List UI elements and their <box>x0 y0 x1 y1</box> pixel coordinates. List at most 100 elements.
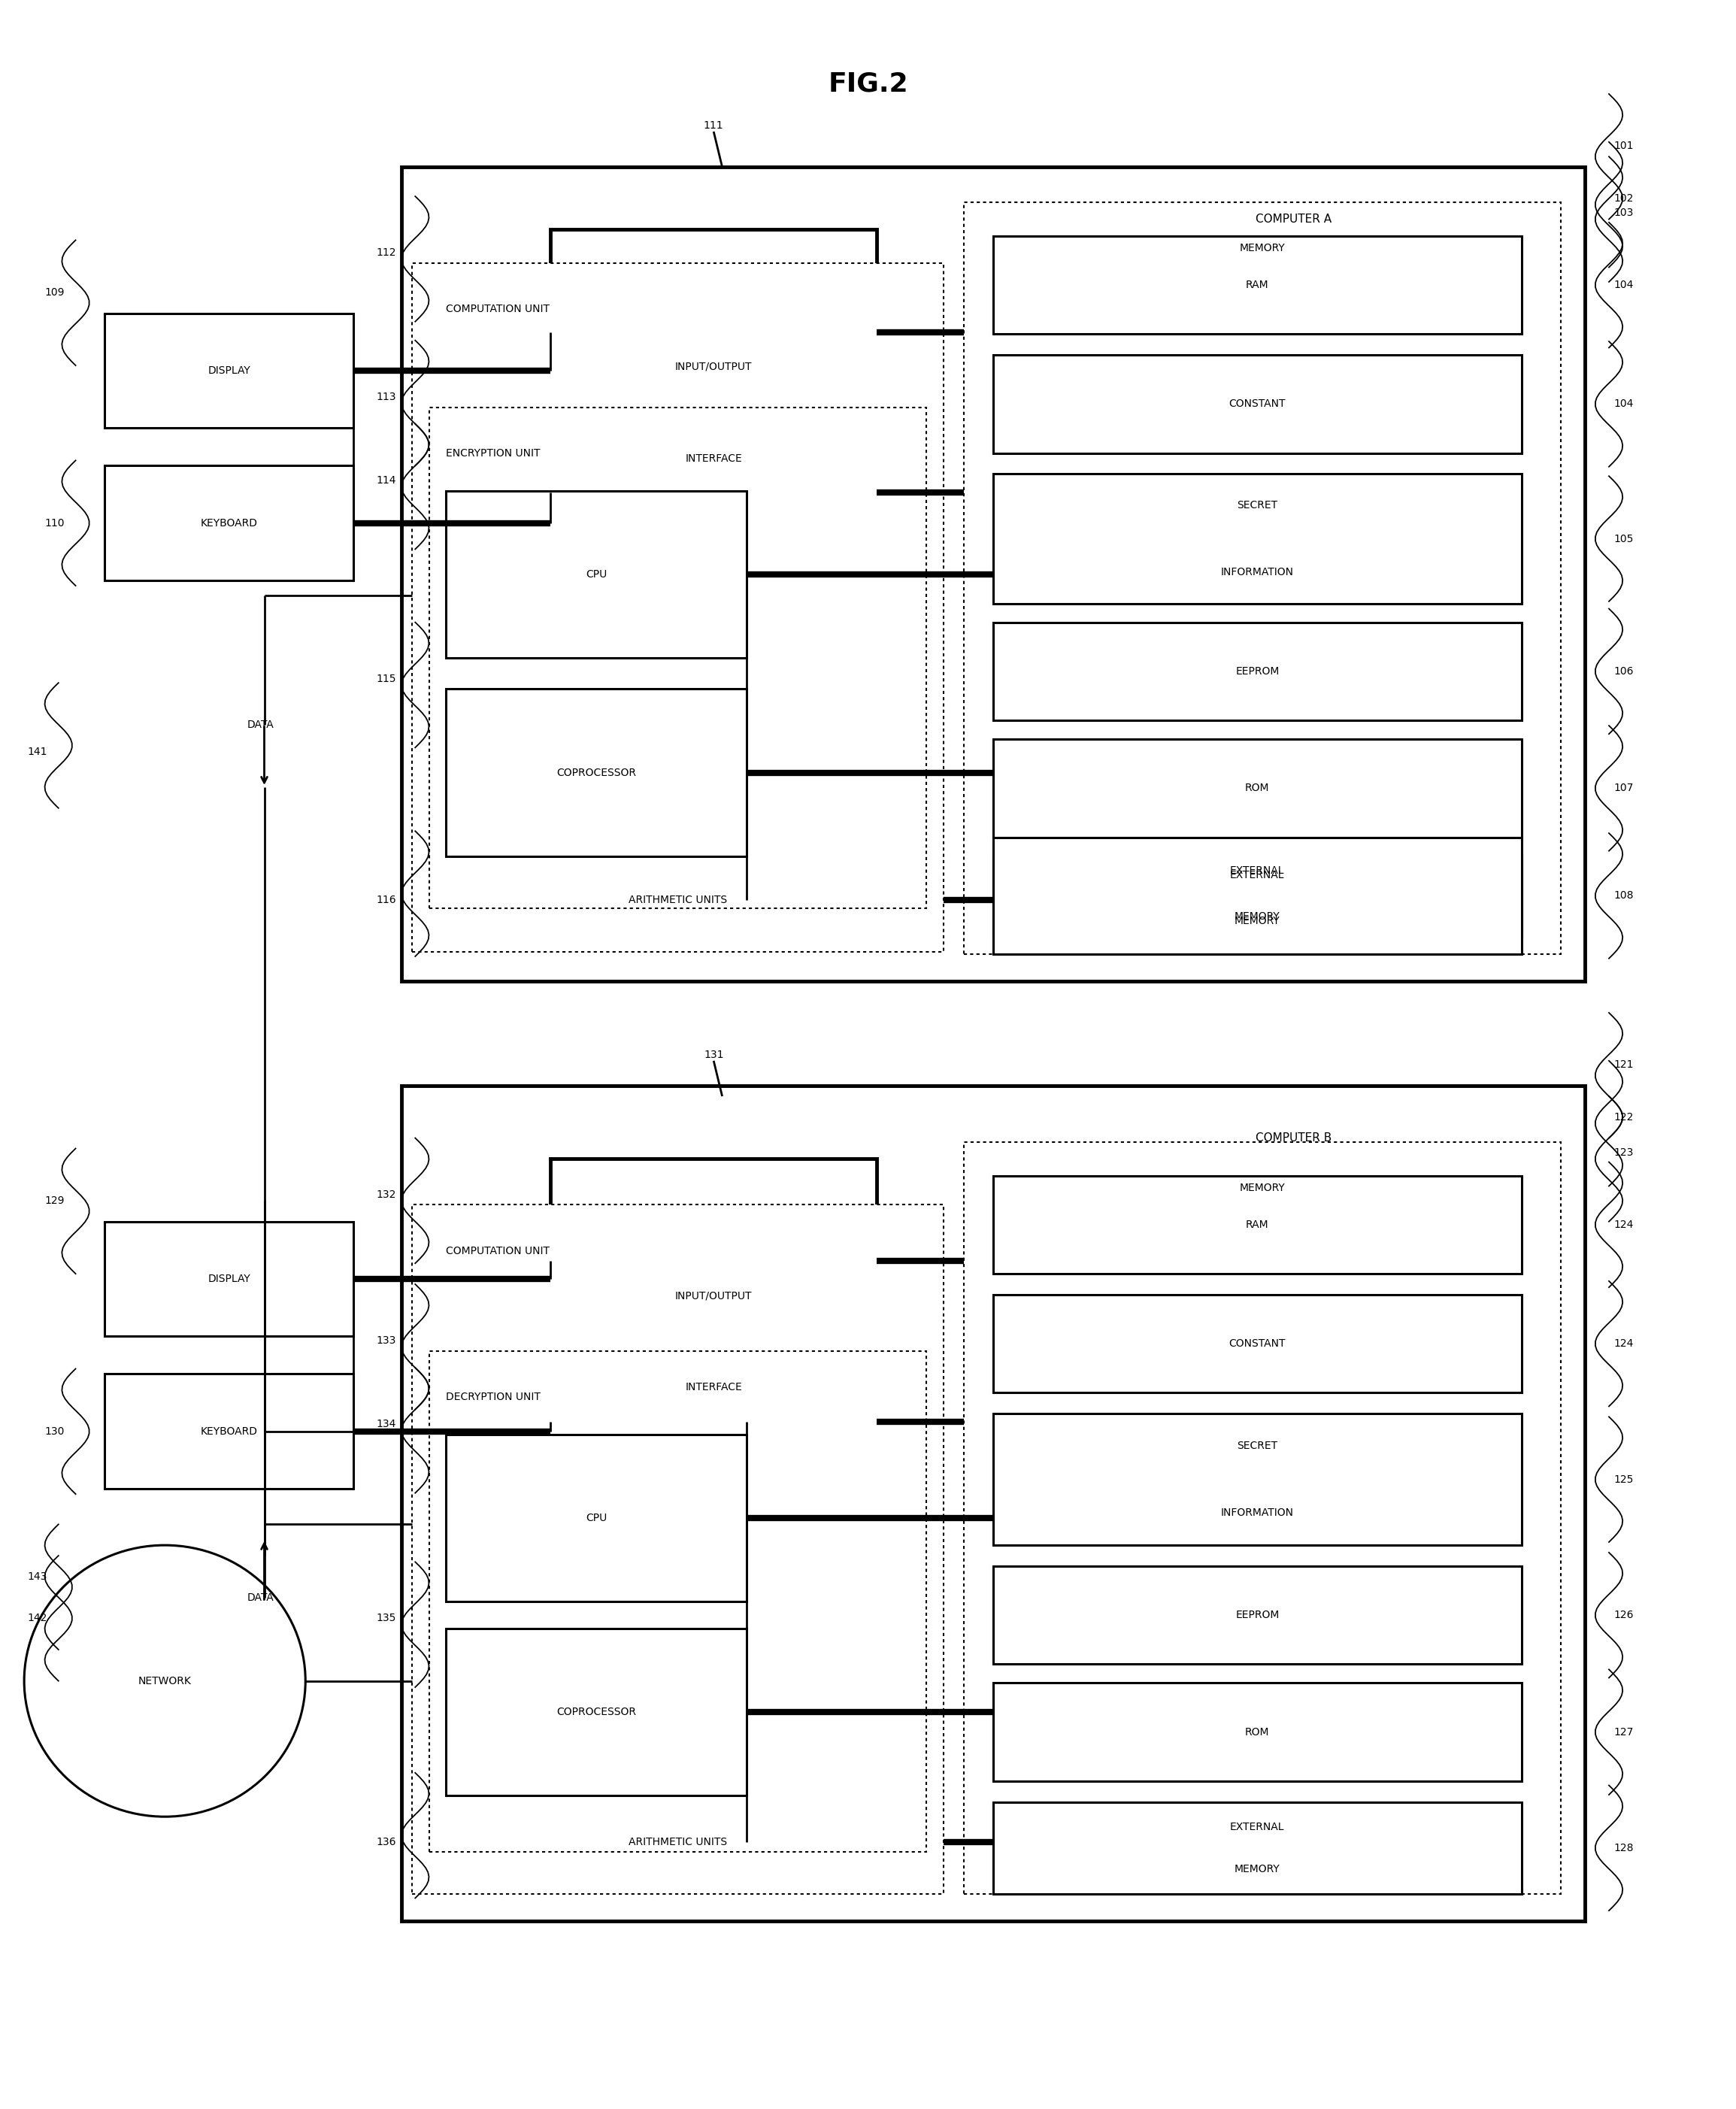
Text: 111: 111 <box>703 120 724 131</box>
Bar <box>993 236 1521 333</box>
Text: 112: 112 <box>377 247 396 257</box>
Text: 129: 129 <box>45 1196 64 1206</box>
Text: DISPLAY: DISPLAY <box>208 1274 250 1284</box>
Text: 109: 109 <box>45 287 64 297</box>
Text: 126: 126 <box>1614 1609 1634 1620</box>
Text: INTERFACE: INTERFACE <box>686 1381 741 1392</box>
Text: 124: 124 <box>1614 1339 1634 1350</box>
Text: 107: 107 <box>1614 782 1634 793</box>
Text: 142: 142 <box>28 1613 47 1624</box>
Text: COMPUTATION UNIT: COMPUTATION UNIT <box>446 304 550 314</box>
Bar <box>993 1801 1521 1894</box>
Text: COPROCESSOR: COPROCESSOR <box>556 1706 635 1717</box>
Bar <box>993 1683 1521 1782</box>
Text: 113: 113 <box>377 392 396 403</box>
Text: INTERFACE: INTERFACE <box>686 453 741 464</box>
Text: 130: 130 <box>45 1426 64 1436</box>
Text: MEMORY: MEMORY <box>1240 1183 1285 1194</box>
Bar <box>104 314 354 428</box>
Text: MEMORY: MEMORY <box>1240 243 1285 253</box>
Text: CPU: CPU <box>585 569 608 580</box>
Bar <box>550 230 877 595</box>
Bar <box>993 1567 1521 1664</box>
Text: RAM: RAM <box>1246 1219 1269 1230</box>
Bar <box>446 1434 746 1601</box>
Text: 133: 133 <box>377 1335 396 1346</box>
Text: CONSTANT: CONSTANT <box>1229 399 1286 409</box>
Text: 127: 127 <box>1614 1727 1634 1738</box>
Bar <box>104 466 354 580</box>
Text: 110: 110 <box>45 519 64 529</box>
Bar <box>401 167 1585 981</box>
Bar <box>429 1352 927 1852</box>
Text: EXTERNAL: EXTERNAL <box>1231 1822 1285 1833</box>
Text: 101: 101 <box>1614 141 1634 152</box>
Text: DECRYPTION UNIT: DECRYPTION UNIT <box>446 1392 540 1402</box>
Bar <box>993 622 1521 721</box>
Text: 136: 136 <box>377 1837 396 1847</box>
Text: ARITHMETIC UNITS: ARITHMETIC UNITS <box>628 894 727 905</box>
Text: 124: 124 <box>1614 1219 1634 1230</box>
Text: 108: 108 <box>1614 890 1634 901</box>
Text: MEMORY: MEMORY <box>1234 915 1279 926</box>
Text: DATA: DATA <box>247 1592 274 1603</box>
Text: 102: 102 <box>1614 194 1634 205</box>
Text: COMPUTER B: COMPUTER B <box>1255 1133 1332 1143</box>
Text: 143: 143 <box>28 1571 47 1582</box>
Text: NETWORK: NETWORK <box>139 1677 191 1687</box>
Bar <box>446 690 746 856</box>
Text: INFORMATION: INFORMATION <box>1220 1508 1293 1518</box>
Text: CPU: CPU <box>585 1512 608 1523</box>
Text: RAM: RAM <box>1246 280 1269 291</box>
Bar <box>993 354 1521 453</box>
Text: 125: 125 <box>1614 1474 1634 1485</box>
Text: MEMORY: MEMORY <box>1234 1864 1279 1875</box>
Text: SECRET: SECRET <box>1238 1440 1278 1451</box>
Text: 104: 104 <box>1614 399 1634 409</box>
Bar <box>429 407 927 909</box>
Bar <box>411 1204 943 1894</box>
Ellipse shape <box>24 1546 306 1816</box>
Text: 105: 105 <box>1614 534 1634 544</box>
Text: KEYBOARD: KEYBOARD <box>201 519 257 529</box>
Text: INPUT/OUTPUT: INPUT/OUTPUT <box>675 1291 752 1301</box>
Bar <box>993 475 1521 603</box>
Text: 103: 103 <box>1614 207 1634 217</box>
Text: 121: 121 <box>1614 1059 1634 1069</box>
Bar <box>411 264 943 951</box>
Text: 123: 123 <box>1614 1147 1634 1158</box>
Text: 134: 134 <box>377 1419 396 1430</box>
Text: DATA: DATA <box>247 719 274 730</box>
Text: 115: 115 <box>377 673 396 683</box>
Bar <box>993 1175 1521 1274</box>
Text: 131: 131 <box>703 1050 724 1059</box>
Text: SECRET: SECRET <box>1238 500 1278 510</box>
Text: COMPUTATION UNIT: COMPUTATION UNIT <box>446 1246 550 1257</box>
Bar <box>963 1143 1561 1894</box>
Text: 128: 128 <box>1614 1843 1634 1854</box>
Text: ENCRYPTION UNIT: ENCRYPTION UNIT <box>446 447 540 458</box>
Bar <box>104 1373 354 1489</box>
Text: COMPUTER A: COMPUTER A <box>1255 213 1332 226</box>
Text: ROM: ROM <box>1245 782 1269 793</box>
Text: 104: 104 <box>1614 280 1634 291</box>
Text: DISPLAY: DISPLAY <box>208 365 250 375</box>
Text: EEPROM: EEPROM <box>1236 1609 1279 1620</box>
Text: INFORMATION: INFORMATION <box>1220 567 1293 578</box>
Bar <box>993 1413 1521 1546</box>
Text: ARITHMETIC UNITS: ARITHMETIC UNITS <box>628 1837 727 1847</box>
Text: 135: 135 <box>377 1613 396 1624</box>
Text: 132: 132 <box>377 1189 396 1200</box>
Text: COPROCESSOR: COPROCESSOR <box>556 768 635 778</box>
Bar <box>993 738 1521 837</box>
Text: 122: 122 <box>1614 1111 1634 1122</box>
Text: 114: 114 <box>377 475 396 485</box>
Text: MEMORY: MEMORY <box>1234 911 1279 922</box>
Bar <box>993 837 1521 953</box>
Bar <box>993 856 1521 936</box>
Text: 106: 106 <box>1614 666 1634 677</box>
Text: KEYBOARD: KEYBOARD <box>201 1426 257 1436</box>
Bar <box>963 202 1561 953</box>
Bar <box>446 1628 746 1795</box>
Text: FIG.2: FIG.2 <box>828 72 908 97</box>
